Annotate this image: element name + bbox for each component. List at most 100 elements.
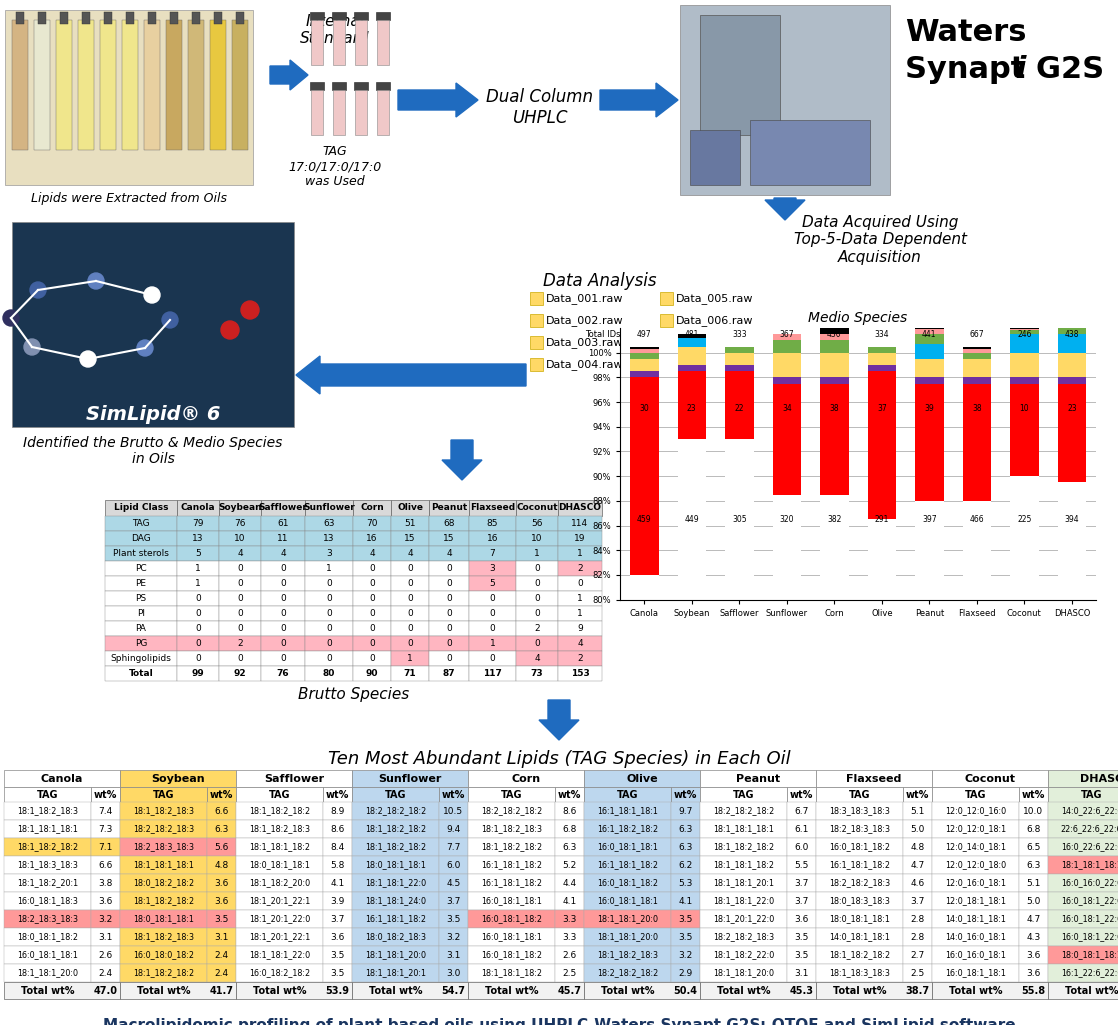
Text: 0: 0 xyxy=(237,579,243,588)
Text: 3.1: 3.1 xyxy=(794,969,808,978)
Bar xyxy=(468,892,555,910)
Text: 16:1_22:6_22:6: 16:1_22:6_22:6 xyxy=(1061,969,1118,978)
Text: 16:0_22:6_22:6: 16:0_22:6_22:6 xyxy=(1061,843,1118,852)
Bar xyxy=(584,964,671,982)
Bar xyxy=(105,621,177,636)
Text: 54.7: 54.7 xyxy=(442,985,465,995)
Bar xyxy=(305,546,353,561)
Text: 3.5: 3.5 xyxy=(794,950,808,959)
Text: Data_005.raw: Data_005.raw xyxy=(676,293,754,304)
Bar xyxy=(376,12,390,20)
Bar xyxy=(332,82,345,90)
Text: 9: 9 xyxy=(577,624,582,633)
Bar xyxy=(352,820,439,838)
Bar xyxy=(932,787,1018,802)
Bar xyxy=(91,802,120,820)
Bar xyxy=(177,666,219,681)
Text: 0: 0 xyxy=(281,594,286,603)
Bar xyxy=(4,964,91,982)
Text: Internal
Standard: Internal Standard xyxy=(301,14,370,46)
Bar xyxy=(12,20,28,150)
Text: 18:1_18:1_24:0: 18:1_18:1_24:0 xyxy=(364,897,426,905)
Text: 18:2_18:2_18:2: 18:2_18:2_18:2 xyxy=(364,807,426,816)
Bar xyxy=(1010,383,1039,477)
Bar xyxy=(530,292,543,305)
Bar xyxy=(323,910,352,928)
Bar xyxy=(120,874,207,892)
Bar xyxy=(260,531,305,546)
Bar xyxy=(353,561,391,576)
Text: 16:0_18:1_18:2: 16:0_18:1_18:2 xyxy=(597,878,659,888)
Text: 18:1_18:1_18:1: 18:1_18:1_18:1 xyxy=(1061,861,1118,869)
Text: 0: 0 xyxy=(369,579,375,588)
Circle shape xyxy=(80,351,96,367)
Text: PI: PI xyxy=(138,609,145,618)
Bar xyxy=(353,606,391,621)
Text: 16:0_18:2_18:2: 16:0_18:2_18:2 xyxy=(249,969,310,978)
Text: 4: 4 xyxy=(237,549,243,558)
Bar xyxy=(1018,838,1048,856)
Text: i: i xyxy=(1015,55,1025,84)
Text: 430: 430 xyxy=(827,330,842,338)
Polygon shape xyxy=(296,356,525,394)
Text: 16: 16 xyxy=(486,534,499,543)
Bar xyxy=(4,946,91,964)
Text: 99: 99 xyxy=(191,669,205,678)
Text: 3.3: 3.3 xyxy=(562,933,577,942)
Bar xyxy=(1048,820,1118,838)
Text: 667: 667 xyxy=(969,330,984,338)
Bar xyxy=(353,666,391,681)
Bar xyxy=(353,546,391,561)
Bar xyxy=(91,892,120,910)
Text: 4.1: 4.1 xyxy=(562,897,577,905)
Text: 0: 0 xyxy=(490,594,495,603)
Circle shape xyxy=(30,282,46,298)
Bar xyxy=(468,561,517,576)
Bar xyxy=(356,90,367,135)
Text: 16:1_18:1_18:2: 16:1_18:1_18:2 xyxy=(597,861,659,869)
Bar xyxy=(868,371,896,520)
Bar xyxy=(120,787,207,802)
Bar xyxy=(105,516,177,531)
Text: 47.0: 47.0 xyxy=(94,985,117,995)
Text: 18:0_18:1_18:1: 18:0_18:1_18:1 xyxy=(830,914,890,924)
Bar xyxy=(816,964,903,982)
Text: Data_009.raw: Data_009.raw xyxy=(676,337,754,347)
Bar xyxy=(1058,324,1086,334)
Text: 18:1_18:3_18:3: 18:1_18:3_18:3 xyxy=(830,969,890,978)
Bar xyxy=(429,651,468,666)
Text: TAG: TAG xyxy=(1081,789,1102,800)
Bar xyxy=(207,928,236,946)
Text: 1: 1 xyxy=(326,564,332,573)
Text: 0: 0 xyxy=(490,624,495,633)
Text: 4: 4 xyxy=(407,549,413,558)
Text: 18:1_18:2_18:2: 18:1_18:2_18:2 xyxy=(133,969,195,978)
Bar xyxy=(122,20,138,150)
Text: 1: 1 xyxy=(490,639,495,648)
Text: 18:1_18:2_18:3: 18:1_18:2_18:3 xyxy=(597,950,659,959)
Text: 6.8: 6.8 xyxy=(562,824,577,833)
Bar xyxy=(963,501,991,600)
Text: 16:0_18:1_22:6: 16:0_18:1_22:6 xyxy=(1061,933,1118,942)
Bar xyxy=(12,222,294,427)
Bar xyxy=(584,856,671,874)
Text: 18:2_18:2_18:2: 18:2_18:2_18:2 xyxy=(597,969,659,978)
Text: Data_003.raw: Data_003.raw xyxy=(546,337,624,347)
Bar xyxy=(530,314,543,327)
Bar xyxy=(558,591,601,606)
Bar xyxy=(260,500,305,516)
Bar xyxy=(903,910,932,928)
Bar xyxy=(391,516,429,531)
Bar xyxy=(429,591,468,606)
Text: 0: 0 xyxy=(369,609,375,618)
Bar xyxy=(903,964,932,982)
Text: 16:0_18:1_22:6: 16:0_18:1_22:6 xyxy=(1061,914,1118,924)
Bar xyxy=(323,892,352,910)
Bar xyxy=(584,874,671,892)
Text: 73: 73 xyxy=(531,669,543,678)
Text: 18:2_18:3_18:3: 18:2_18:3_18:3 xyxy=(133,843,195,852)
Text: 18:1_18:2_20:1: 18:1_18:2_20:1 xyxy=(17,878,78,888)
Text: 0: 0 xyxy=(281,609,286,618)
Bar xyxy=(558,531,601,546)
Text: 114: 114 xyxy=(571,519,588,528)
